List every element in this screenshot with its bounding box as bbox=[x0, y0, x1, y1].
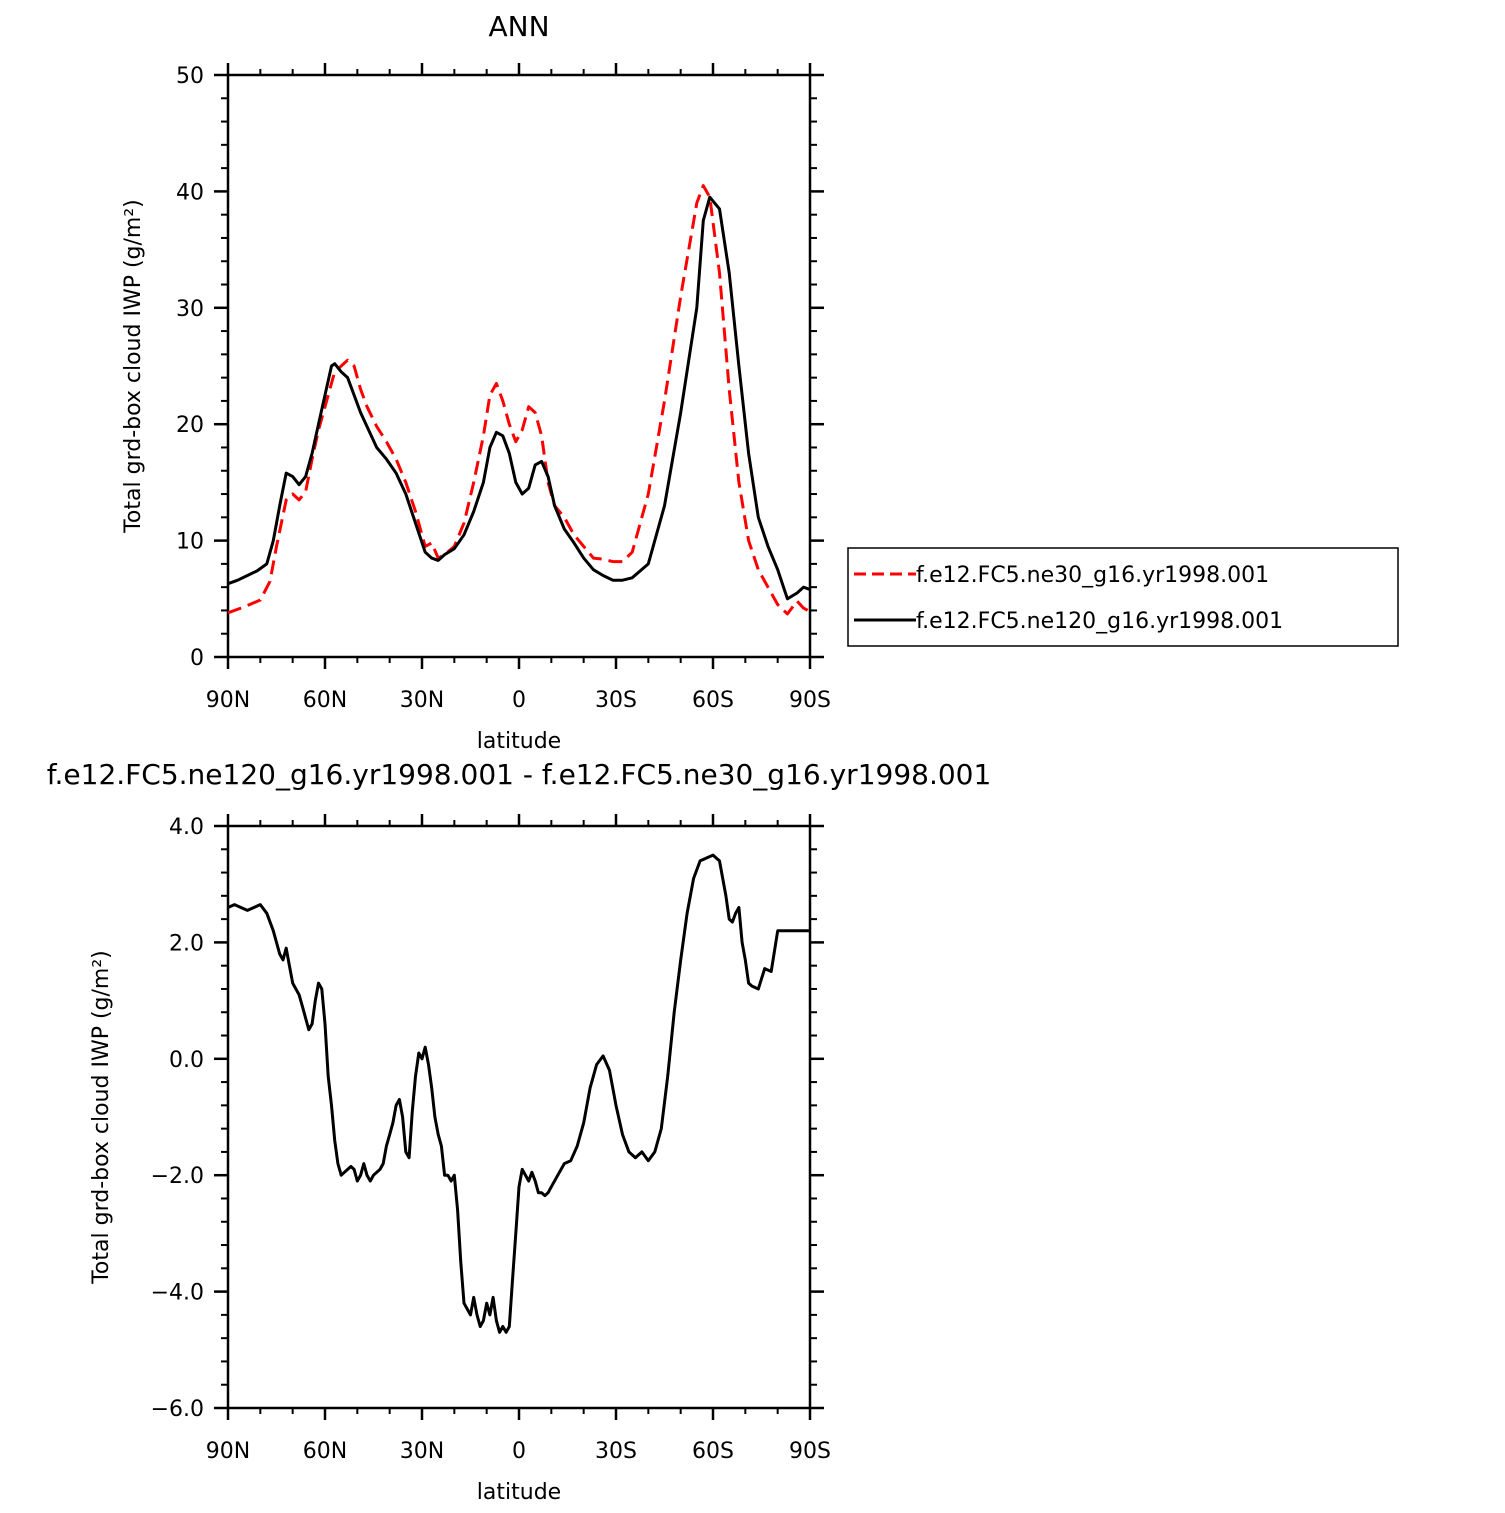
y-axis-label: Total grd-box cloud IWP (g/m²) bbox=[121, 199, 146, 534]
plot-frame bbox=[226, 824, 812, 1410]
x-tick-label: 90S bbox=[789, 688, 831, 713]
y-tick-label: 20 bbox=[176, 413, 204, 438]
series-line-0 bbox=[227, 184, 811, 616]
legend-entry-1: f.e12.FC5.ne120_g16.yr1998.001 bbox=[916, 609, 1283, 634]
x-tick-label: 90S bbox=[789, 1439, 831, 1464]
y-tick-label: 10 bbox=[176, 530, 204, 555]
y-tick-label: −6.0 bbox=[151, 1397, 204, 1422]
bottom-panel: 90N 60N 30N 0 30S 60S 90S −6.0 −4.0 −2.0 0.0 2.0 4.0… bbox=[47, 758, 992, 1505]
y-tick-label: 4.0 bbox=[169, 815, 204, 840]
x-tick-label: 30S bbox=[595, 1439, 637, 1464]
legend-box bbox=[847, 547, 1399, 647]
y-tick-label: 0 bbox=[190, 646, 204, 671]
x-tick-label: 60N bbox=[303, 1439, 347, 1464]
y-tick-label: −4.0 bbox=[151, 1281, 204, 1306]
x-tick-label: 90N bbox=[206, 688, 250, 713]
y-tick-label: 50 bbox=[176, 64, 204, 89]
x-tick-label: 60S bbox=[692, 688, 734, 713]
x-tick-label: 60S bbox=[692, 1439, 734, 1464]
x-tick-label: 0 bbox=[512, 688, 526, 713]
y-axis-label: Total grd-box cloud IWP (g/m²) bbox=[89, 950, 114, 1285]
y-tick-label: 2.0 bbox=[169, 931, 204, 956]
plot-frame bbox=[226, 73, 812, 659]
x-axis-label: latitude bbox=[477, 729, 561, 754]
top-panel: 90N 60N 30N 0 30S 60S 90S 0 10 20 30 40 50 ANN latitud… bbox=[121, 10, 1399, 754]
series-line-0 bbox=[227, 853, 810, 1334]
x-tick-label: 30N bbox=[400, 688, 444, 713]
y-tick-label: −2.0 bbox=[151, 1164, 204, 1189]
y-tick-label: 0.0 bbox=[169, 1048, 204, 1073]
x-axis-label: latitude bbox=[477, 1480, 561, 1505]
x-tick-label: 30N bbox=[400, 1439, 444, 1464]
chart-title: f.e12.FC5.ne120_g16.yr1998.001 - f.e12.F… bbox=[47, 758, 992, 791]
chart-title: ANN bbox=[488, 10, 549, 43]
y-tick-label: 40 bbox=[176, 180, 204, 205]
y-tick-label: 30 bbox=[176, 297, 204, 322]
series-line-1 bbox=[227, 195, 811, 601]
x-tick-label: 90N bbox=[206, 1439, 250, 1464]
legend-entry-0: f.e12.FC5.ne30_g16.yr1998.001 bbox=[916, 563, 1269, 588]
x-tick-label: 0 bbox=[512, 1439, 526, 1464]
x-tick-label: 60N bbox=[303, 688, 347, 713]
x-tick-label: 30S bbox=[595, 688, 637, 713]
